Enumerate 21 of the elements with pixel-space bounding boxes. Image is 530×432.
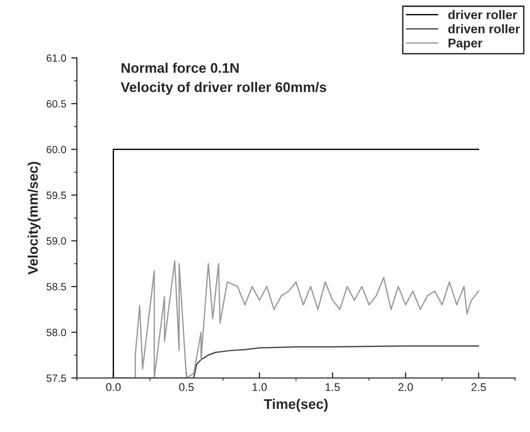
x-tick-label: 2.5: [471, 383, 486, 392]
y-tick-label: 58.5: [46, 283, 66, 290]
x-tick-label: 2.0: [398, 383, 413, 392]
x-tick-label: 0.5: [179, 383, 194, 392]
legend-label: driven roller: [448, 24, 520, 34]
legend-label: Paper: [448, 38, 482, 50]
y-tick-label: 59.5: [46, 192, 66, 199]
y-tick-label: 60.0: [46, 146, 66, 154]
y-tick-label: 57.5: [46, 374, 66, 382]
y-tick-label: 61.0: [46, 54, 66, 62]
y-axis-title: Velocity(mm/sec): [28, 162, 41, 275]
y-tick-label: 59.0: [46, 237, 66, 245]
chart-title: Normal force 0.1N: [122, 62, 239, 73]
x-axis-title: Time(sec): [264, 398, 328, 412]
legend-label: driver roller: [448, 10, 518, 20]
y-tick-label: 58.0: [46, 328, 66, 336]
y-tick-label: 60.5: [46, 100, 66, 108]
x-tick-label: 1.0: [252, 383, 267, 392]
x-tick-label: 0.0: [106, 383, 121, 392]
x-tick-label: 1.5: [326, 383, 340, 392]
text: Velocity of driver roller 60mm/s: [120, 82, 326, 95]
